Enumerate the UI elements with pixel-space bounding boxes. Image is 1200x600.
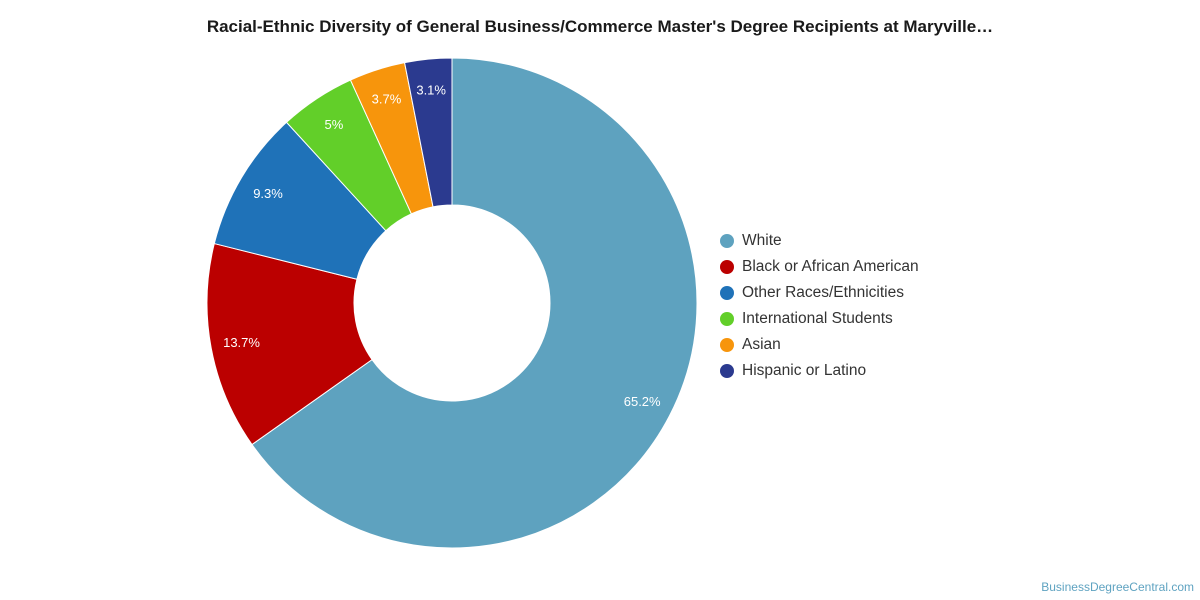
legend-swatch-icon xyxy=(720,364,734,378)
chart-title: Racial-Ethnic Diversity of General Busin… xyxy=(206,17,994,36)
legend-swatch-icon xyxy=(720,338,734,352)
slice-label-white: 65.2% xyxy=(624,394,661,409)
legend-swatch-icon xyxy=(720,312,734,326)
legend-item-international-students[interactable]: International Students xyxy=(720,306,919,332)
legend-label: Asian xyxy=(742,336,781,353)
slice-label-asian: 3.7% xyxy=(372,92,402,107)
slice-white[interactable] xyxy=(251,57,698,549)
donut-slice-labels: 65.2% 13.7% 9.3% 5% 3.7% 3.1% xyxy=(223,82,661,409)
legend-item-asian[interactable]: Asian xyxy=(720,332,919,358)
slice-label-international-students: 5% xyxy=(324,117,343,132)
legend-swatch-icon xyxy=(720,234,734,248)
chart-legend: White Black or African American Other Race… xyxy=(720,228,919,384)
legend-label: Black or African American xyxy=(742,258,919,275)
legend-item-hispanic-or-latino[interactable]: Hispanic or Latino xyxy=(720,358,919,384)
slice-label-hispanic-or-latino: 3.1% xyxy=(416,82,446,97)
legend-item-black-or-african-american[interactable]: Black or African American xyxy=(720,254,919,280)
legend-label: Other Races/Ethnicities xyxy=(742,284,904,301)
slice-black-or-african-american[interactable] xyxy=(206,242,373,446)
site-credit[interactable]: BusinessDegreeCentral.com xyxy=(1041,580,1194,594)
legend-label: International Students xyxy=(742,310,893,327)
legend-item-other-races-ethnicities[interactable]: Other Races/Ethnicities xyxy=(720,280,919,306)
legend-label: Hispanic or Latino xyxy=(742,362,867,379)
legend-swatch-icon xyxy=(720,286,734,300)
legend-swatch-icon xyxy=(720,260,734,274)
slice-label-other-races-ethnicities: 9.3% xyxy=(253,186,283,201)
slice-hispanic-or-latino[interactable] xyxy=(403,57,453,208)
donut-slices xyxy=(206,57,698,549)
legend-item-white[interactable]: White xyxy=(720,228,919,254)
slice-label-black-or-african-american: 13.7% xyxy=(223,335,260,350)
legend-label: White xyxy=(742,232,782,249)
